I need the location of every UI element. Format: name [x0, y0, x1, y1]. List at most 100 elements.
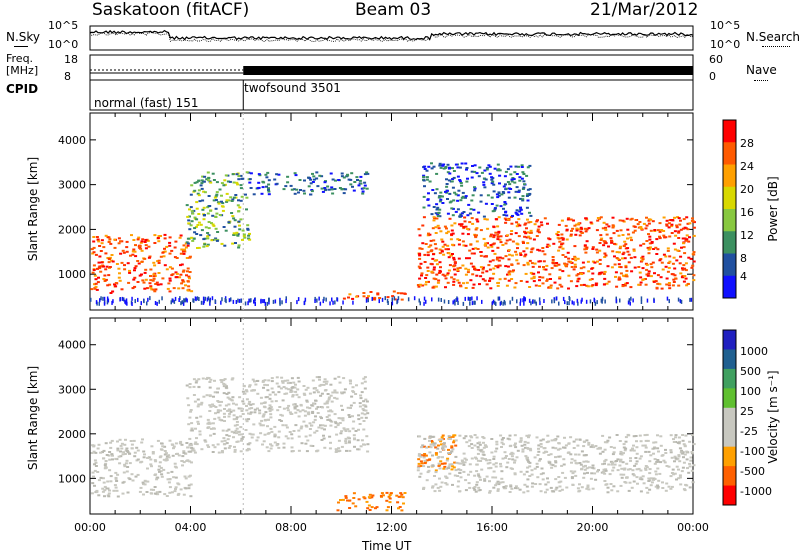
- velocity-echo-cell: [90, 492, 94, 495]
- velocity-echo-cell: [328, 447, 332, 450]
- velocity-echo-cell: [231, 396, 235, 399]
- power-echo-cell: [585, 299, 588, 304]
- power-echo-cell: [670, 225, 674, 228]
- velocity-echo-cell: [234, 403, 238, 406]
- power-echo-cell: [118, 272, 121, 275]
- power-echo-cell: [221, 202, 225, 205]
- velocity-echo-cell: [349, 382, 352, 385]
- power-echo-cell: [461, 195, 465, 198]
- velocity-echo-cell: [585, 460, 588, 463]
- power-echo-cell: [111, 300, 113, 305]
- power-echo-cell: [211, 172, 215, 175]
- power-echo-cell: [621, 285, 625, 288]
- velocity-echo-cell: [558, 447, 562, 450]
- power-echo-cell: [181, 300, 183, 305]
- power-echo-cell: [212, 224, 216, 227]
- power-echo-cell: [452, 300, 454, 305]
- power-echo-cell: [326, 185, 330, 188]
- power-echo-cell: [488, 279, 492, 282]
- velocity-echo-cell: [245, 398, 249, 401]
- velocity-echo-cell: [299, 404, 303, 407]
- power-echo-cell: [677, 237, 681, 239]
- power-echo-cell: [429, 250, 433, 252]
- velocity-echo-cell: [307, 411, 311, 414]
- power-echo-cell: [152, 288, 156, 291]
- velocity-echo-cell: [311, 410, 315, 413]
- power-echo-cell: [468, 221, 472, 224]
- velocity-echo-cell: [374, 507, 377, 510]
- power-echo-cell: [516, 223, 520, 226]
- power-colorbar-segment: [723, 164, 736, 188]
- velocity-echo-cell: [494, 450, 498, 453]
- velocity-echo-cell: [212, 395, 215, 398]
- power-echo-cell: [237, 199, 240, 202]
- velocity-echo-cell: [194, 381, 198, 384]
- velocity-echo-cell: [606, 491, 610, 494]
- power-echo-cell: [536, 219, 539, 222]
- velocity-echo-cell: [192, 378, 196, 381]
- power-echo-cell: [627, 233, 631, 236]
- power-echo-cell: [479, 254, 483, 257]
- power-echo-cell: [100, 261, 104, 264]
- velocity-echo-cell: [434, 471, 438, 474]
- power-echo-cell: [201, 208, 205, 211]
- velocity-echo-cell: [325, 380, 329, 383]
- power-echo-cell: [446, 272, 450, 275]
- velocity-echo-cell: [690, 452, 694, 455]
- power-echo-cell: [509, 300, 511, 305]
- power-echo-cell: [544, 268, 548, 271]
- velocity-echo-cell: [423, 459, 427, 462]
- velocity-echo-cell: [584, 464, 587, 467]
- velocity-echo-cell: [501, 443, 505, 446]
- power-echo-cell: [125, 300, 127, 305]
- power-echo-cell: [367, 298, 369, 303]
- power-echo-cell: [427, 165, 431, 168]
- velocity-echo-cell: [280, 414, 284, 417]
- velocity-echo-cell: [473, 488, 477, 491]
- nave-tick-top: 60: [709, 53, 723, 66]
- velocity-echo-cell: [324, 389, 328, 391]
- power-echo-cell: [445, 227, 448, 230]
- power-echo-cell: [468, 249, 472, 252]
- power-echo-cell: [564, 224, 568, 227]
- power-echo-cell: [666, 296, 669, 301]
- power-echo-cell: [238, 224, 241, 227]
- velocity-echo-cell: [122, 451, 126, 454]
- velocity-echo-cell: [104, 462, 108, 465]
- velocity-echo-cell: [660, 454, 664, 457]
- power-echo-cell: [123, 268, 127, 271]
- power-echo-cell: [107, 298, 110, 303]
- power-echo-cell: [584, 217, 588, 220]
- velocity-echo-cell: [188, 460, 192, 463]
- velocity-echo-cell: [443, 465, 447, 468]
- velocity-echo-cell: [682, 461, 686, 464]
- power-echo-cell: [611, 250, 615, 253]
- velocity-echo-cell: [585, 439, 589, 442]
- vel-cb-tick: -1000: [740, 485, 772, 498]
- power-echo-cell: [222, 226, 226, 228]
- velocity-echo-cell: [287, 404, 291, 407]
- power-echo-cell: [230, 200, 234, 202]
- velocity-echo-cell: [235, 420, 239, 423]
- power-echo-cell: [617, 276, 621, 279]
- velocity-echo-cell: [482, 453, 486, 456]
- velocity-echo-cell: [427, 445, 431, 448]
- power-echo-cell: [315, 177, 319, 180]
- velocity-echo-cell: [284, 435, 288, 438]
- velocity-echo-cell: [187, 450, 191, 453]
- velocity-echo-cell: [282, 446, 286, 449]
- power-echo-cell: [381, 297, 384, 302]
- vel-cb-tick: 100: [740, 385, 761, 398]
- power-echo-cell: [236, 204, 240, 207]
- power-echo-cell: [365, 298, 368, 303]
- power-echo-cell: [457, 243, 461, 246]
- velocity-echo-cell: [320, 392, 324, 395]
- velocity-echo-cell: [422, 456, 426, 459]
- power-echo-cell: [159, 255, 163, 258]
- power-echo-cell: [98, 301, 100, 306]
- velocity-echo-cell: [434, 452, 438, 455]
- velocity-echo-cell: [235, 427, 239, 430]
- velocity-echo-cell: [521, 448, 525, 451]
- power-echo-cell: [591, 272, 595, 275]
- velocity-echo-cell: [106, 480, 110, 483]
